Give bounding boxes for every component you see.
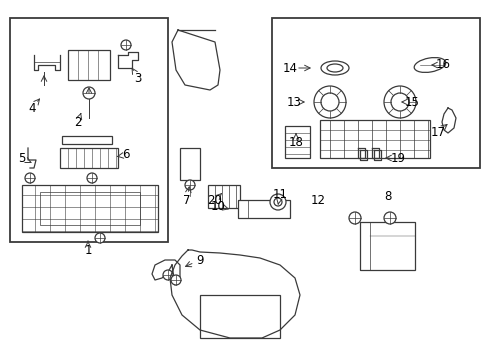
Text: 18: 18 [289, 136, 303, 149]
Bar [208, 185, 240, 208]
Circle shape [171, 275, 181, 285]
Bar [60, 148, 118, 168]
Circle shape [25, 173, 35, 183]
Bar [238, 200, 290, 218]
Circle shape [121, 40, 131, 50]
Bar [320, 120, 430, 158]
Circle shape [270, 194, 286, 210]
Bar [40, 192, 140, 225]
Bar [285, 126, 310, 158]
Circle shape [391, 93, 409, 111]
Circle shape [314, 86, 346, 118]
Bar [62, 136, 112, 144]
Bar [200, 295, 280, 338]
Circle shape [384, 212, 396, 224]
Text: 6: 6 [122, 148, 130, 162]
Circle shape [87, 173, 97, 183]
Text: 3: 3 [134, 72, 142, 85]
Text: 16: 16 [436, 58, 450, 72]
Text: 10: 10 [211, 199, 225, 212]
Circle shape [274, 198, 282, 206]
Text: 11: 11 [272, 189, 288, 202]
Text: 13: 13 [287, 95, 301, 108]
Circle shape [384, 86, 416, 118]
Text: 8: 8 [384, 190, 392, 203]
Text: 19: 19 [391, 152, 406, 165]
Text: 14: 14 [283, 62, 297, 75]
Text: 2: 2 [74, 116, 82, 129]
Circle shape [163, 270, 173, 280]
Text: 5: 5 [18, 152, 25, 165]
Ellipse shape [414, 58, 446, 72]
Circle shape [349, 212, 361, 224]
Text: 1: 1 [84, 243, 92, 256]
Text: 17: 17 [431, 126, 445, 139]
Text: 4: 4 [28, 102, 36, 114]
Circle shape [95, 233, 105, 243]
Bar [10, 18, 168, 242]
Bar [22, 185, 158, 232]
Text: 20: 20 [208, 194, 222, 207]
Bar [180, 148, 200, 180]
Text: 9: 9 [196, 253, 204, 266]
Text: 15: 15 [405, 95, 419, 108]
Circle shape [83, 87, 95, 99]
Ellipse shape [321, 61, 349, 75]
Text: 12: 12 [311, 194, 325, 207]
Circle shape [185, 180, 195, 190]
Text: 7: 7 [183, 194, 191, 207]
Bar [272, 18, 480, 168]
Bar [360, 222, 415, 270]
Bar [68, 50, 110, 80]
Ellipse shape [327, 64, 343, 72]
Circle shape [321, 93, 339, 111]
